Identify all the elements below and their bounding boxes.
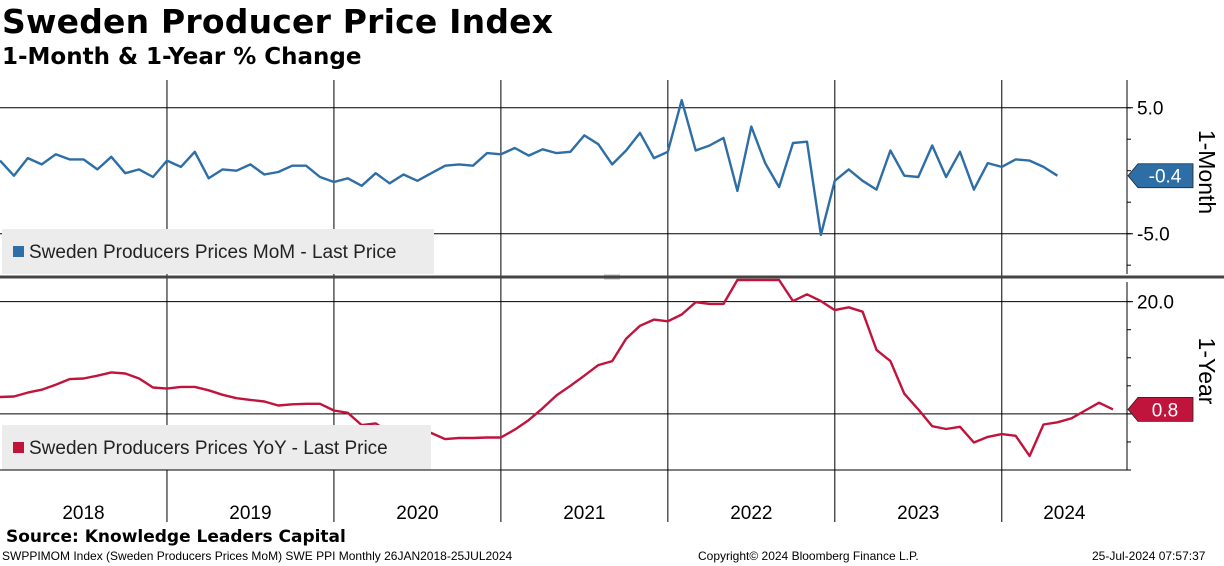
x-tick-label: 2024 [1043,503,1086,524]
panel-side-label: 1-Month [1194,130,1220,214]
legend-label: Sweden Producers Prices MoM - Last Price [29,242,396,263]
source-note: Source: Knowledge Leaders Capital [6,527,346,547]
timestamp: 25-Jul-2024 07:57:37 [1092,549,1206,563]
last-value-box [1127,163,1194,189]
legend-swatch [13,246,24,257]
chart-title: Sweden Producer Price Index [2,2,554,41]
x-tick-label: 2019 [229,503,271,524]
last-value-box [1127,396,1194,422]
x-tick-label: 2018 [62,503,104,524]
x-tick-label: 2021 [563,503,605,524]
series-line [0,98,1059,237]
x-tick-label: 2022 [730,503,772,524]
y-tick-label: 20.0 [1137,293,1174,314]
legend-box [2,425,431,470]
y-tick-label: 5.0 [1137,99,1163,120]
last-value-tag: -0.4 [1127,163,1194,189]
legend: Sweden Producers Prices MoM - Last Price [2,229,434,274]
x-tick-label: 2023 [897,503,939,524]
last-value-label: 0.8 [1152,400,1178,421]
series-line [0,278,1114,458]
legend: Sweden Producers Prices YoY - Last Price [2,425,431,470]
x-tick-label: 2020 [396,503,438,524]
last-value-label: -0.4 [1149,167,1182,188]
y-tick-label: -5.0 [1137,225,1170,246]
index-info: SWPPIMOM Index (Sweden Producers Prices … [2,549,513,563]
legend-box [2,229,434,274]
copyright: Copyright© 2024 Bloomberg Finance L.P. [698,549,919,563]
legend-swatch [13,442,24,453]
panel-side-label: 1-Year [1194,338,1220,405]
last-value-tag: 0.8 [1127,396,1194,422]
chart-subtitle: 1-Month & 1-Year % Change [2,44,362,70]
legend-label: Sweden Producers Prices YoY - Last Price [29,438,388,459]
